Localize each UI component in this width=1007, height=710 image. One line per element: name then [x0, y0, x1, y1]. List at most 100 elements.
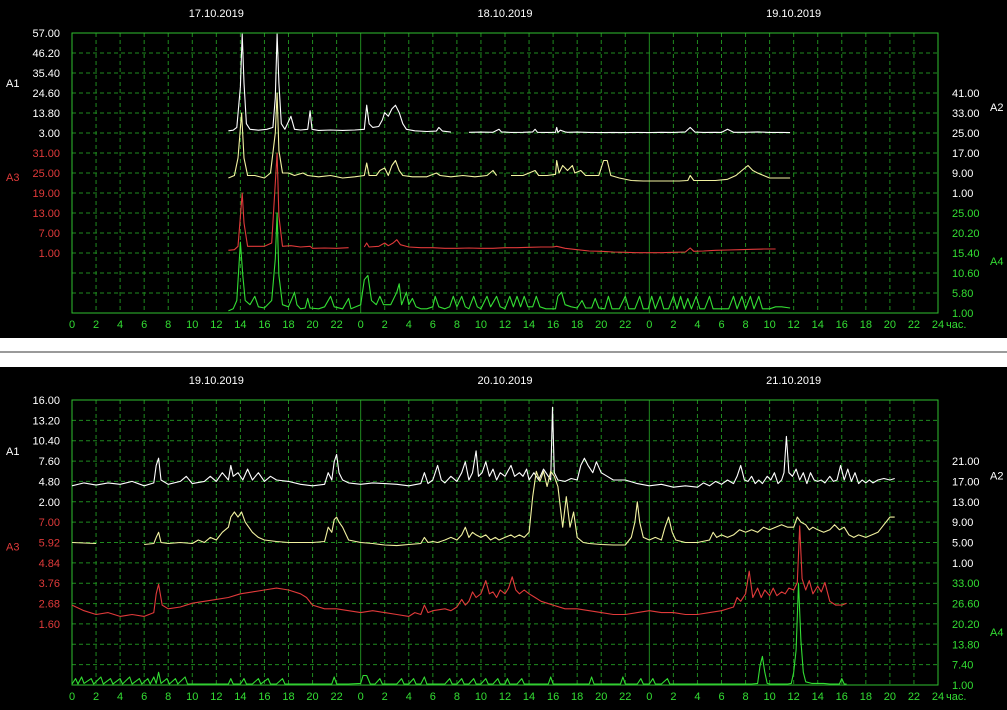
x-tick-label: 16: [547, 319, 559, 331]
x-tick-label: 8: [165, 691, 171, 703]
x-tick-label: 18: [282, 319, 294, 331]
a1-tick-label: 7.60: [39, 456, 60, 468]
x-tick-label: 2: [382, 691, 388, 703]
a2-tick-label: 25.00: [952, 128, 980, 140]
a3-axis-label: A3: [6, 542, 19, 554]
a1-tick-label: 4.80: [39, 476, 60, 488]
x-unit-label: час.: [946, 691, 966, 703]
a3-tick-label: 31.00: [32, 148, 60, 160]
a3-series-line: [71, 525, 847, 617]
a2-tick-label: 21.00: [952, 456, 980, 468]
a3-tick-label: 1.60: [39, 619, 60, 631]
x-tick-label: 14: [234, 319, 246, 331]
a4-tick-label: 10.60: [952, 268, 980, 280]
x-tick-label: 20: [306, 319, 318, 331]
x-tick-label: 18: [860, 319, 872, 331]
x-tick-label: 10: [763, 691, 775, 703]
x-tick-label: 14: [523, 691, 535, 703]
a4-series-line: [71, 582, 847, 685]
date-label: 17.10.2019: [189, 8, 244, 20]
a2-tick-label: 17.00: [952, 476, 980, 488]
x-tick-label: 20: [884, 319, 896, 331]
x-tick-label: 0: [69, 691, 75, 703]
a1-tick-label: 57.00: [32, 28, 60, 40]
date-label: 19.10.2019: [189, 375, 244, 387]
x-tick-label: 8: [742, 691, 748, 703]
x-tick-label: 2: [93, 691, 99, 703]
a4-tick-label: 20.20: [952, 619, 980, 631]
a2-tick-label: 13.00: [952, 497, 980, 509]
top-chart-panel: 17.10.2019 18.10.2019 19.10.2019 0 2 4 6 8 10 12 1…: [0, 0, 1007, 338]
a2-axis-label: A2: [990, 102, 1003, 114]
x-tick-label: 18: [571, 319, 583, 331]
x-tick-label: 4: [406, 319, 412, 331]
a2-axis-label: A2: [990, 470, 1003, 482]
a2-tick-label: 17.00: [952, 148, 980, 160]
x-tick-label: 22: [619, 691, 631, 703]
a4-series-line: [228, 212, 791, 312]
a4-tick-label: 15.40: [952, 248, 980, 260]
x-tick-label: 2: [382, 319, 388, 331]
x-tick-label: 6: [141, 319, 147, 331]
x-tick-label: 2: [670, 691, 676, 703]
a1-tick-label: 2.00: [39, 497, 60, 509]
a3-tick-label: 19.00: [32, 188, 60, 200]
a4-axis-label: A4: [990, 256, 1003, 268]
a1-tick-label: 24.60: [32, 88, 60, 100]
a4-tick-label: 20.20: [952, 228, 980, 240]
x-tick-label: 22: [330, 691, 342, 703]
x-tick-label: 14: [812, 691, 824, 703]
x-tick-label: 4: [406, 691, 412, 703]
x-tick-label: 8: [454, 319, 460, 331]
x-tick-label: 18: [860, 691, 872, 703]
a4-tick-label: 7.40: [952, 660, 973, 672]
a1-tick-label: 16.00: [32, 395, 60, 407]
x-tick-label: 12: [499, 319, 511, 331]
x-tick-label: 10: [475, 319, 487, 331]
x-tick-label: 6: [430, 319, 436, 331]
a1-tick-label: 10.40: [32, 436, 60, 448]
x-tick-label: 10: [475, 691, 487, 703]
x-tick-label: 6: [141, 691, 147, 703]
a2-tick-label: 41.00: [952, 88, 980, 100]
x-tick-label: 12: [788, 319, 800, 331]
x-tick-label: 10: [763, 319, 775, 331]
x-tick-label: 16: [836, 319, 848, 331]
x-tick-label: 8: [454, 691, 460, 703]
a2-tick-label: 1.00: [952, 188, 973, 200]
a3-tick-label: 7.00: [39, 228, 60, 240]
a3-tick-label: 7.00: [39, 517, 60, 529]
a2-series-line: [228, 92, 791, 182]
date-label: 18.10.2019: [477, 8, 532, 20]
date-label: 21.10.2019: [766, 375, 821, 387]
a2-tick-label: 5.00: [952, 538, 973, 550]
x-tick-label: 0: [358, 319, 364, 331]
x-tick-label: 22: [908, 319, 920, 331]
x-tick-label: 20: [306, 691, 318, 703]
x-tick-label: 16: [547, 691, 559, 703]
x-tick-label: 8: [742, 319, 748, 331]
x-tick-label: 4: [694, 691, 700, 703]
a3-tick-label: 3.76: [39, 578, 60, 590]
a4-tick-label: 33.00: [952, 578, 980, 590]
x-tick-label: 12: [210, 691, 222, 703]
x-tick-label: 2: [670, 319, 676, 331]
x-tick-label: 12: [788, 691, 800, 703]
a2-series-line: [71, 470, 895, 547]
bottom-chart-panel: 19.10.2019 20.10.2019 21.10.2019 0 2 4 6 8 10 12 1…: [0, 367, 1007, 710]
x-tick-label: 18: [571, 691, 583, 703]
x-tick-label: 22: [330, 319, 342, 331]
x-tick-label: 22: [908, 691, 920, 703]
grid: [72, 33, 938, 313]
a1-tick-label: 13.20: [32, 415, 60, 427]
x-tick-label: 4: [117, 319, 123, 331]
x-tick-label: 16: [258, 691, 270, 703]
x-tick-label: 10: [186, 691, 198, 703]
a3-tick-label: 5.92: [39, 538, 60, 550]
x-tick-label: 12: [210, 319, 222, 331]
x-tick-label: 16: [258, 319, 270, 331]
a1-tick-label: 46.20: [32, 48, 60, 60]
x-tick-label: 0: [358, 691, 364, 703]
